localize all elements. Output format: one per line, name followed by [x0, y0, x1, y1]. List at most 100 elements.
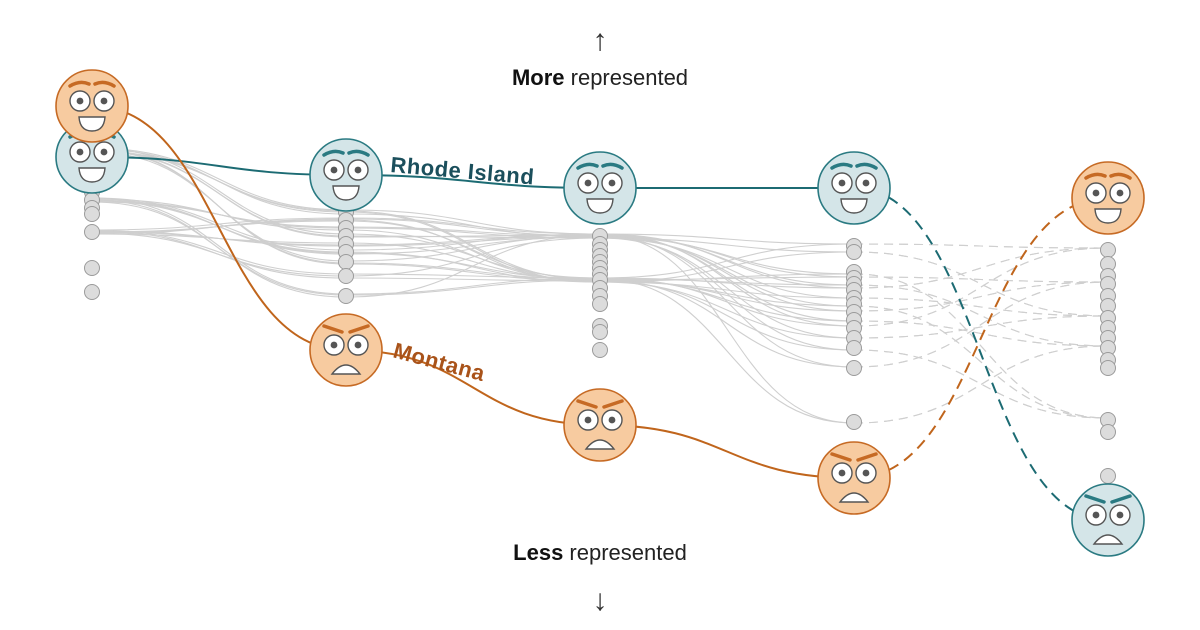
pupil-icon: [1092, 189, 1100, 197]
state-dot: [592, 324, 608, 340]
montana-face: [1071, 161, 1145, 235]
montana-label: Montana: [391, 338, 488, 387]
background-line: [91, 201, 347, 228]
brow-icon: [1109, 172, 1132, 180]
pupil-icon: [838, 469, 846, 477]
rhode-island-face: [563, 151, 637, 225]
background-line: [345, 236, 601, 255]
background-line: [91, 199, 347, 298]
frown-mouth-icon: [838, 492, 870, 503]
background-line: [345, 234, 601, 246]
brow-icon: [856, 452, 878, 462]
background-line: [345, 235, 601, 262]
rhode-island-label: Rhode Island: [390, 152, 536, 189]
background-line: [853, 247, 1109, 327]
background-line: [345, 220, 601, 280]
face-circle: [1071, 161, 1145, 235]
pupil-icon: [584, 416, 592, 424]
state-dot: [84, 260, 100, 276]
background-line: [599, 281, 855, 299]
background-line: [853, 305, 1109, 419]
pupil-icon: [862, 469, 870, 477]
smile-mouth-icon: [78, 167, 106, 183]
state-dot: [592, 342, 608, 358]
brow-icon: [601, 162, 624, 170]
background-line: [599, 278, 855, 286]
brow-icon: [348, 324, 370, 334]
background-line: [91, 197, 347, 295]
background-line: [853, 243, 1109, 249]
background-line: [599, 233, 855, 289]
pupil-icon: [1116, 189, 1124, 197]
montana-face: [563, 388, 637, 462]
brow-icon: [830, 452, 852, 462]
pupil-icon: [100, 97, 108, 105]
background-line: [599, 281, 855, 339]
face-circle: [563, 151, 637, 225]
background-line: [599, 276, 855, 281]
pupil-icon: [1116, 511, 1124, 519]
background-line: [345, 237, 601, 277]
background-line: [599, 233, 855, 245]
less-represented-label: Less represented: [513, 540, 687, 565]
pupil-icon: [330, 341, 338, 349]
brow-icon: [1084, 494, 1106, 504]
up-arrow: ↑: [593, 24, 608, 57]
background-line: [599, 235, 855, 312]
rhode-island-line: [853, 187, 1109, 521]
background-line: [853, 297, 1109, 317]
background-line: [599, 237, 855, 299]
pupil-icon: [330, 166, 338, 174]
face-circle: [55, 69, 129, 143]
background-line: [345, 277, 601, 282]
more-rest: represented: [565, 65, 689, 90]
state-dot: [846, 360, 862, 376]
rhode-island-line: [91, 156, 347, 176]
background-line: [599, 277, 855, 289]
state-dot: [338, 254, 354, 270]
background-line: [599, 280, 855, 351]
brow-icon: [576, 162, 599, 170]
brow-icon: [68, 80, 91, 88]
brow-icon: [1110, 494, 1132, 504]
state-dot: [338, 288, 354, 304]
background-line: [91, 147, 347, 211]
background-line: [599, 278, 855, 322]
pupil-icon: [76, 148, 84, 156]
state-dot: [846, 414, 862, 430]
background-line: [599, 236, 855, 351]
state-dot: [338, 268, 354, 284]
montana-line: [345, 349, 601, 426]
less-rest: represented: [563, 540, 687, 565]
brow-icon: [1084, 172, 1107, 180]
background-line: [345, 217, 601, 235]
smile-mouth-icon: [1094, 208, 1122, 224]
background-line: [853, 315, 1109, 339]
frown-mouth-icon: [584, 439, 616, 450]
montana-line: [853, 197, 1109, 479]
brow-icon: [93, 80, 116, 88]
face-circle: [563, 388, 637, 462]
montana-line: [599, 424, 855, 479]
state-dot: [592, 296, 608, 312]
background-line: [853, 320, 1109, 347]
montana-line: [91, 105, 347, 351]
pupil-icon: [354, 341, 362, 349]
state-dot: [1100, 242, 1116, 258]
montana-face: [55, 69, 129, 143]
face-circle: [309, 138, 383, 212]
rhode-island-face: [817, 151, 891, 225]
highlighted-state-lines: [91, 105, 1109, 521]
smile-mouth-icon: [332, 185, 360, 201]
smile-mouth-icon: [78, 116, 106, 132]
background-line: [599, 234, 855, 286]
state-dot: [84, 284, 100, 300]
background-line: [853, 281, 1109, 312]
background-line: [853, 273, 1109, 419]
background-line: [91, 217, 347, 231]
smile-mouth-icon: [840, 198, 868, 214]
background-line: [599, 236, 855, 307]
face-circle: [817, 441, 891, 515]
background-line: [91, 150, 347, 237]
